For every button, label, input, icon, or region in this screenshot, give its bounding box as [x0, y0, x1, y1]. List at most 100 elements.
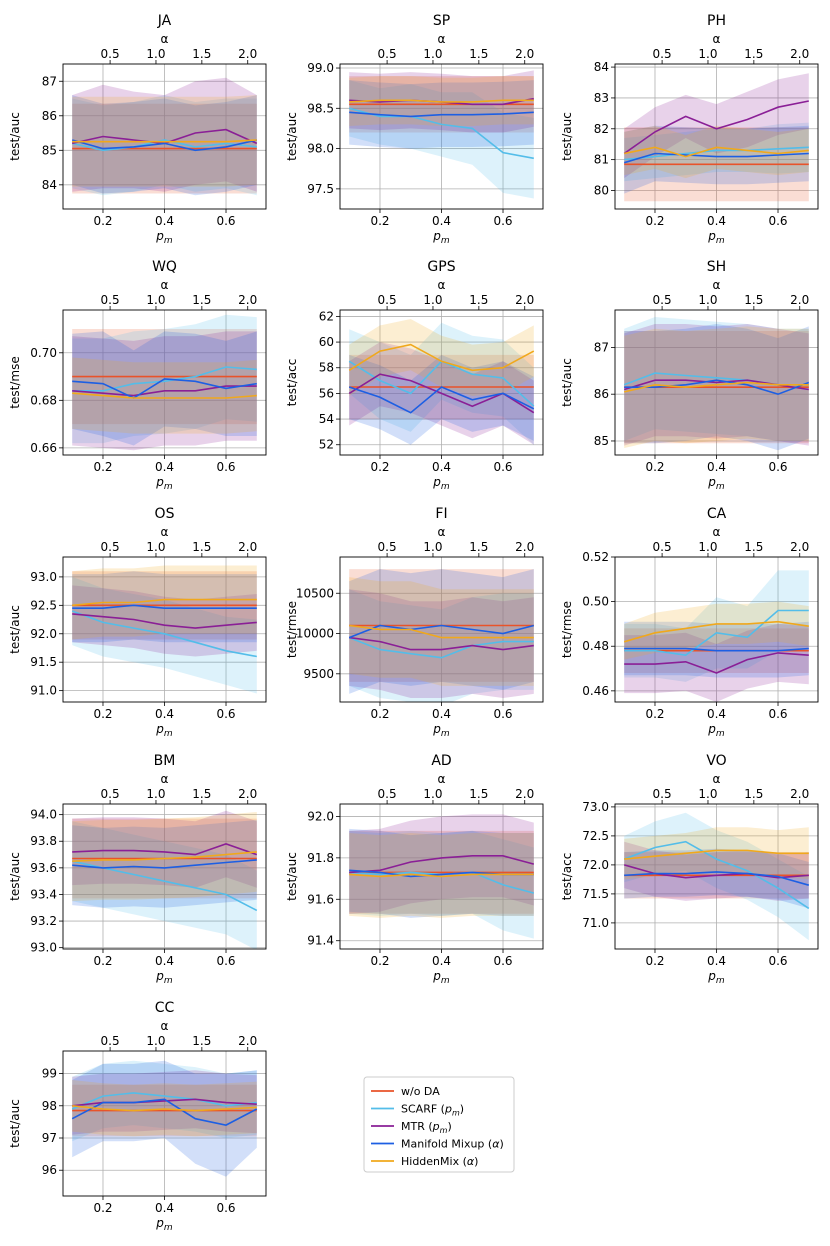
plot-area: [71, 77, 258, 196]
top-tick-label: 1.5: [192, 47, 211, 61]
plot-area: [71, 1060, 258, 1177]
top-tick-label: 1.5: [744, 787, 763, 801]
x-tick-label: 0.4: [707, 707, 726, 721]
chart-bm: 0.2 0.4 0.6 0.5 1.0 1.5 2.0 93.0 93.2 93.4 93.6 93.…: [8, 753, 267, 986]
top-tick-label: 0.5: [378, 293, 397, 307]
top-tick-label: 1.0: [423, 540, 442, 554]
y-axis-label: test/rmse: [285, 601, 299, 658]
line-hm: [72, 598, 257, 607]
y-axis-label: test/auc: [8, 112, 22, 161]
line-hm: [349, 873, 534, 878]
y-tick-label: 84: [42, 178, 57, 192]
x-tick-label: 0.6: [216, 954, 235, 968]
y-tick-label: 58: [319, 361, 334, 375]
top-tick-label: 0.5: [378, 540, 397, 554]
x-axis-label: pm: [432, 229, 450, 246]
top-tick-label: 1.0: [146, 47, 165, 61]
band-mm: [624, 848, 809, 909]
band-mtr: [349, 589, 534, 698]
band-hm: [624, 827, 809, 880]
line-mm: [72, 604, 257, 610]
chart-title: WQ: [152, 259, 177, 275]
top-tick-label: 0.5: [101, 1034, 120, 1048]
top-tick-label: 0.5: [101, 787, 120, 801]
x-axis-label: pm: [155, 1216, 173, 1233]
band-mtr: [349, 814, 534, 914]
y-tick-label: 99.0: [307, 61, 334, 75]
x-tick-label: 0.6: [493, 214, 512, 228]
top-tick-label: 1.0: [423, 47, 442, 61]
top-tick-label: 1.0: [146, 1034, 165, 1048]
y-tick-label: 81: [594, 153, 609, 167]
line-scarf: [348, 107, 534, 160]
plot-area: [348, 569, 535, 702]
band-mm: [72, 95, 257, 196]
top-axis-label: α: [713, 32, 721, 46]
band-mtr: [624, 623, 809, 702]
x-axis-label: pm: [432, 475, 450, 492]
line-scarf: [72, 366, 257, 392]
top-tick-label: 0.5: [101, 293, 120, 307]
band-hm: [72, 565, 257, 640]
legend-box: [363, 1076, 515, 1173]
legend-label-mm: Manifold Mixup (α): [401, 1138, 504, 1151]
plot-area: [349, 814, 535, 939]
y-tick-label: 99: [42, 1067, 57, 1081]
top-axis-label: α: [438, 32, 446, 46]
top-tick-label: 2.0: [790, 47, 809, 61]
line-mm: [72, 859, 257, 869]
x-tick-label: 0.6: [216, 460, 235, 474]
y-tick-label: 98: [42, 1099, 57, 1113]
y-tick-label: 72.5: [582, 829, 609, 843]
x-tick-label: 0.2: [645, 460, 664, 474]
y-tick-label: 93.0: [30, 570, 57, 584]
line-mtr: [72, 843, 258, 856]
line-hm: [349, 624, 534, 639]
y-tick-label: 85: [594, 434, 609, 448]
y-tick-label: 52: [319, 438, 334, 452]
line-mm: [624, 871, 810, 886]
top-tick-label: 2.0: [238, 787, 257, 801]
band-mm: [624, 125, 809, 194]
legend-label-wo: w/o DA: [401, 1085, 440, 1098]
x-tick-label: 0.2: [645, 214, 664, 228]
y-tick-label: 93.0: [30, 941, 57, 955]
chart-os: 0.2 0.4 0.6 0.5 1.0 1.5 2.0 91.0 91.5 92.0 92.5 93.…: [8, 506, 267, 739]
x-axis-label: pm: [155, 229, 173, 246]
top-axis-label: α: [161, 278, 169, 292]
x-axis-label: pm: [707, 229, 725, 246]
chart-vo: 0.2 0.4 0.6 0.5 1.0 1.5 2.0 71.0 71.5 72.0 72.5 73.…: [560, 753, 819, 986]
y-axis-label: test/auc: [285, 852, 299, 901]
band-scarf: [349, 830, 534, 939]
x-tick-label: 0.6: [216, 707, 235, 721]
line-scarf: [71, 610, 257, 658]
plot-area: [623, 812, 810, 941]
top-tick-label: 2.0: [790, 293, 809, 307]
top-tick-label: 0.5: [653, 787, 672, 801]
x-tick-label: 0.4: [155, 460, 174, 474]
x-tick-label: 0.2: [645, 707, 664, 721]
plot-area: [348, 70, 534, 199]
top-tick-label: 1.5: [192, 540, 211, 554]
band-scarf: [624, 570, 809, 682]
band-scarf: [72, 95, 257, 196]
top-tick-label: 1.0: [698, 787, 717, 801]
y-tick-label: 0.70: [30, 346, 57, 360]
x-axis-label: pm: [707, 722, 725, 739]
y-tick-label: 93.2: [30, 914, 57, 928]
band-hm: [349, 833, 534, 918]
line-mtr: [349, 636, 534, 651]
x-axis-label: pm: [432, 969, 450, 986]
line-mm: [624, 379, 810, 396]
x-tick-label: 0.4: [155, 707, 174, 721]
top-tick-label: 0.5: [101, 540, 120, 554]
band-hm: [349, 577, 534, 686]
y-tick-label: 98.5: [307, 101, 334, 115]
y-tick-label: 84: [594, 60, 609, 74]
chart-title: JA: [157, 13, 172, 29]
band-hm: [624, 601, 809, 660]
top-axis-label: α: [438, 525, 446, 539]
line-mm: [348, 386, 535, 414]
plot-area: [72, 314, 257, 451]
y-axis-label: test/auc: [560, 112, 574, 161]
